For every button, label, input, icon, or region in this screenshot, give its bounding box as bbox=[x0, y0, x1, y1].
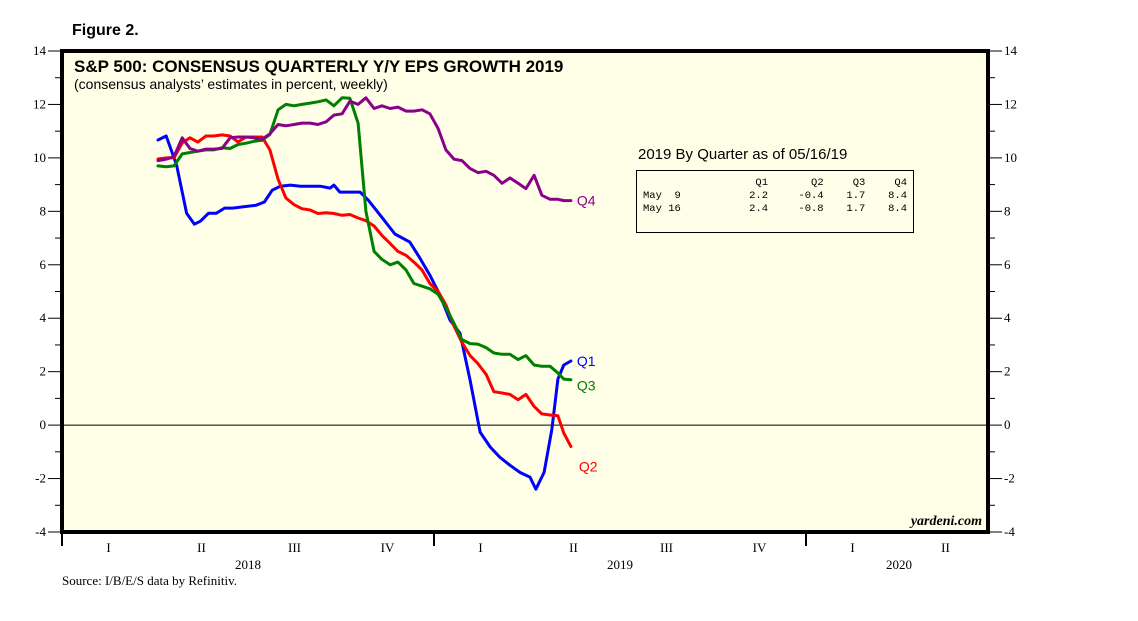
table-header: Q2 bbox=[811, 177, 824, 189]
y-tick-label-right: 6 bbox=[1004, 257, 1011, 272]
series-line-q2 bbox=[156, 133, 573, 448]
series-line-q3 bbox=[156, 96, 573, 382]
values-table: Q1 Q2 Q3 Q4 May 9 2.2 -0.4 1.7 8.4 May 1… bbox=[636, 170, 914, 233]
x-year-label: 2019 bbox=[607, 557, 633, 572]
table-cell: 2.2 bbox=[749, 190, 769, 202]
y-tick-label-left: 6 bbox=[40, 257, 47, 272]
source-note: Source: I/B/E/S data by Refinitiv. bbox=[62, 573, 237, 588]
series-line-q4 bbox=[156, 96, 573, 203]
y-tick-label-right: 2 bbox=[1004, 364, 1011, 379]
table-cell: 8.4 bbox=[888, 190, 907, 202]
table-cell: 8.4 bbox=[888, 203, 907, 215]
y-tick-label-left: -2 bbox=[35, 471, 46, 486]
figure-label: Figure 2. bbox=[72, 22, 139, 39]
series-label-q1: Q1 bbox=[577, 353, 596, 369]
x-quarter-label: I bbox=[106, 540, 110, 555]
table-row: May 16 2.4 -0.8 1.7 8.4 bbox=[643, 203, 907, 216]
y-tick-label-right: -2 bbox=[1004, 471, 1015, 486]
x-quarter-label: II bbox=[197, 540, 206, 555]
table-title: 2019 By Quarter as of 05/16/19 bbox=[638, 146, 848, 163]
table-header: Q4 bbox=[894, 177, 907, 189]
y-tick-label-right: 10 bbox=[1004, 150, 1017, 165]
y-tick-label-left: 12 bbox=[33, 96, 46, 111]
table-header bbox=[643, 177, 726, 190]
y-tick-label-right: 4 bbox=[1004, 310, 1011, 325]
y-tick-label-left: 14 bbox=[33, 43, 47, 58]
series-label-q2: Q2 bbox=[579, 458, 598, 474]
table-header: Q3 bbox=[852, 177, 866, 189]
chart-subtitle: (consensus analysts’ estimates in percen… bbox=[74, 76, 388, 92]
x-quarter-label: II bbox=[569, 540, 578, 555]
y-tick-label-left: 0 bbox=[40, 417, 47, 432]
table-row: May 9 2.2 -0.4 1.7 8.4 bbox=[643, 190, 907, 203]
table-header: Q1 bbox=[755, 177, 769, 189]
table-cell: -0.8 bbox=[798, 203, 824, 215]
x-quarter-label: III bbox=[660, 540, 673, 555]
x-quarter-label: III bbox=[288, 540, 301, 555]
y-tick-label-right: 14 bbox=[1004, 43, 1018, 58]
y-tick-label-right: 12 bbox=[1004, 96, 1017, 111]
x-quarter-label: II bbox=[941, 540, 950, 555]
y-tick-label-left: 4 bbox=[40, 310, 47, 325]
table-cell: 1.7 bbox=[846, 203, 866, 215]
table-cell: 1.7 bbox=[846, 190, 866, 202]
table-cell: 2.4 bbox=[749, 203, 769, 215]
watermark: yardeni.com bbox=[909, 514, 982, 529]
y-tick-label-left: 10 bbox=[33, 150, 46, 165]
y-tick-label-left: 8 bbox=[40, 203, 47, 218]
table-cell: May 16 bbox=[643, 203, 681, 215]
series-label-q3: Q3 bbox=[577, 378, 596, 394]
y-tick-label-right: 8 bbox=[1004, 203, 1011, 218]
y-tick-label-right: 0 bbox=[1004, 417, 1011, 432]
x-year-label: 2018 bbox=[235, 557, 261, 572]
x-quarter-label: IV bbox=[381, 540, 395, 555]
table-header-row: Q1 Q2 Q3 Q4 bbox=[643, 177, 907, 190]
series-line-q1 bbox=[156, 134, 573, 491]
x-quarter-label: I bbox=[850, 540, 854, 555]
x-quarter-label: IV bbox=[753, 540, 767, 555]
chart-title: S&P 500: CONSENSUS QUARTERLY Y/Y EPS GRO… bbox=[74, 57, 563, 76]
y-tick-label-right: -4 bbox=[1004, 524, 1015, 539]
x-year-label: 2020 bbox=[886, 557, 912, 572]
series-label-q4: Q4 bbox=[577, 193, 596, 209]
y-tick-label-left: -4 bbox=[35, 524, 46, 539]
table-cell: May 9 bbox=[643, 190, 681, 202]
plot-background bbox=[62, 51, 988, 532]
table-cell: -0.4 bbox=[798, 190, 824, 202]
x-quarter-label: I bbox=[478, 540, 482, 555]
y-tick-label-left: 2 bbox=[40, 364, 47, 379]
